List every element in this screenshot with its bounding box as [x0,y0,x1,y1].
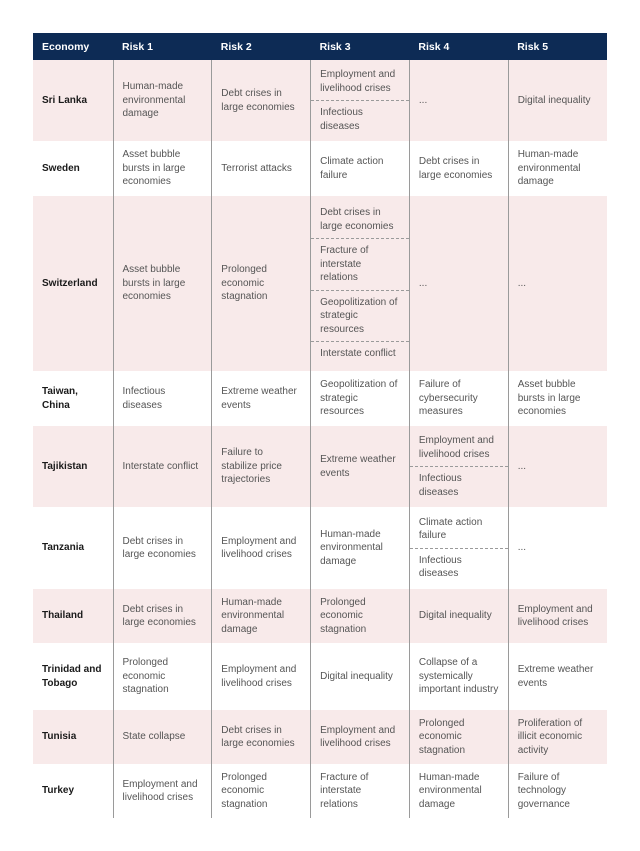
risk-5-cell: ... [507,507,607,589]
risk-sub-item: Infectious diseases [409,466,508,504]
risk-3-cell: Employment and livelihood crises [310,710,410,764]
risk-2-cell: Human-made environmental damage [211,589,311,643]
risk-2-cell: Prolonged economic stagnation [211,764,311,818]
risk-5-cell: ... [507,426,607,507]
risk-4-cell: Employment and livelihood crises Infectio… [408,426,509,507]
table-row: Switzerland Asset bubble bursts in large … [33,196,607,371]
risk-2-cell: Extreme weather events [211,371,311,426]
risk-sub-item: Debt crises in large economies [320,207,394,232]
risk-1-cell: Interstate conflict [112,426,212,507]
risk-2-cell: Debt crises in large economies [211,60,311,141]
economy-cell: Tajikistan [33,426,113,507]
risk-1-cell: Debt crises in large economies [112,589,212,643]
risk-sub-item: Fracture of interstate relations [311,238,409,290]
risk-4-cell: Digital inequality [408,589,509,643]
economy-cell: Trinidad and Tobago [42,664,102,689]
risk-4-cell: Collapse of a systemically important ind… [408,643,509,710]
header-risk-2: Risk 2 [211,33,311,60]
risk-sub-item: Employment and livelihood crises [320,69,396,94]
risk-4-cell: Prolonged economic stagnation [408,710,509,764]
risk-3-cell: Extreme weather events [310,426,410,507]
risk-sub-item: Employment and livelihood crises [418,435,494,460]
risk-2-cell: Employment and livelihood crises [211,507,311,589]
risk-sub-item: Geopolitization of strategic resources [311,289,409,342]
risk-sub-item: Climate action failure [418,516,483,542]
table-row: Tajikistan Interstate conflict Failure to … [33,426,607,507]
risk-4-cell: Debt crises in large economies [408,141,509,196]
header-risk-4: Risk 4 [409,33,509,60]
header-risk-5: Risk 5 [508,33,607,60]
table-row: Sweden Asset bubble bursts in large econo… [33,141,607,196]
risk-5-cell: Asset bubble bursts in large economies [507,371,607,426]
risk-1-cell: Employment and livelihood crises [112,764,212,818]
risk-1-cell: Asset bubble bursts in large economies [112,196,212,371]
risk-3-cell: Geopolitization of strategic resources [310,371,410,426]
economy-cell: Tunisia [33,710,113,764]
risk-2-cell: Terrorist attacks [211,141,311,196]
economy-cell: Sweden [42,162,80,174]
table-row: Trinidad and Tobago Prolonged economic st… [33,643,607,710]
economy-cell: Sri Lanka [33,60,113,141]
risk-5-cell: ... [507,196,607,371]
table-row: Thailand Debt crises in large economies Hu… [33,589,607,643]
table-header-row: Economy Risk 1 Risk 2 Risk 3 Risk 4 Risk… [33,33,607,60]
risk-1-cell: Infectious diseases [112,371,212,426]
header-risk-1: Risk 1 [113,33,212,60]
risk-4-cell: Failure of cybersecurity measures [408,371,509,426]
risk-1-cell: Human-made environmental damage [112,60,212,141]
risk-1-cell: Asset bubble bursts in large economies [112,141,212,196]
table-row: Tunisia State collapse Debt crises in larg… [33,710,607,764]
risk-3-cell: Human-made environmental damage [310,507,410,589]
risk-3-cell: Fracture of interstate relations [310,764,410,818]
table-row: Sri Lanka Human-made environmental damage… [33,60,607,141]
risk-4-cell: Climate action failure Infectious disease… [408,507,509,589]
risk-1-cell: Debt crises in large economies [112,507,212,589]
risk-3-cell: Debt crises in large economies Fracture o… [310,196,410,371]
risk-2-cell: Failure to stabilize price trajectories [211,426,311,507]
economy-cell: Tanzania [42,542,85,554]
risk-5-cell: Failure of technology governance [507,764,607,818]
header-economy: Economy [33,33,113,60]
risk-3-cell: Prolonged economic stagnation [310,589,410,643]
risk-4-cell: Human-made environmental damage [408,764,509,818]
risk-2-cell: Prolonged economic stagnation [211,196,311,371]
economy-cell: Thailand [33,589,113,643]
risk-2-cell: Employment and livelihood crises [211,643,311,710]
risk-2-cell: Debt crises in large economies [211,710,311,764]
risk-1-cell: State collapse [112,710,212,764]
risk-3-cell: Digital inequality [310,643,410,710]
risk-5-cell: Employment and livelihood crises [507,589,607,643]
risk-5-cell: Extreme weather events [507,643,607,710]
risk-4-cell: ... [408,196,509,371]
table-row: Tanzania Debt crises in large economies Em… [33,507,607,589]
table-body: Sri Lanka Human-made environmental damage… [33,60,607,818]
risk-5-cell: Proliferation of illicit economic activi… [507,710,607,764]
header-risk-3: Risk 3 [310,33,410,60]
risk-sub-item: Infectious diseases [409,547,508,586]
risk-sub-item: Infectious diseases [311,100,409,138]
risk-3-cell: Employment and livelihood crises Infectio… [310,60,410,141]
table-row: Taiwan, China Infectious diseases Extreme … [33,371,607,426]
economy-cell: Turkey [42,785,75,797]
risk-1-cell: Prolonged economic stagnation [112,643,212,710]
economy-cell: Taiwan, China [42,386,78,411]
risk-sub-item: Interstate conflict [311,341,409,366]
economy-cell: Switzerland [33,196,113,371]
risk-3-cell: Climate action failure [310,141,410,196]
risk-4-cell: ... [408,60,509,141]
table-row: Turkey Employment and livelihood crises Pr… [33,764,607,818]
risk-table: Economy Risk 1 Risk 2 Risk 3 Risk 4 Risk… [33,33,607,818]
risk-5-cell: Human-made environmental damage [507,141,607,196]
risk-5-cell: Digital inequality [507,60,607,141]
